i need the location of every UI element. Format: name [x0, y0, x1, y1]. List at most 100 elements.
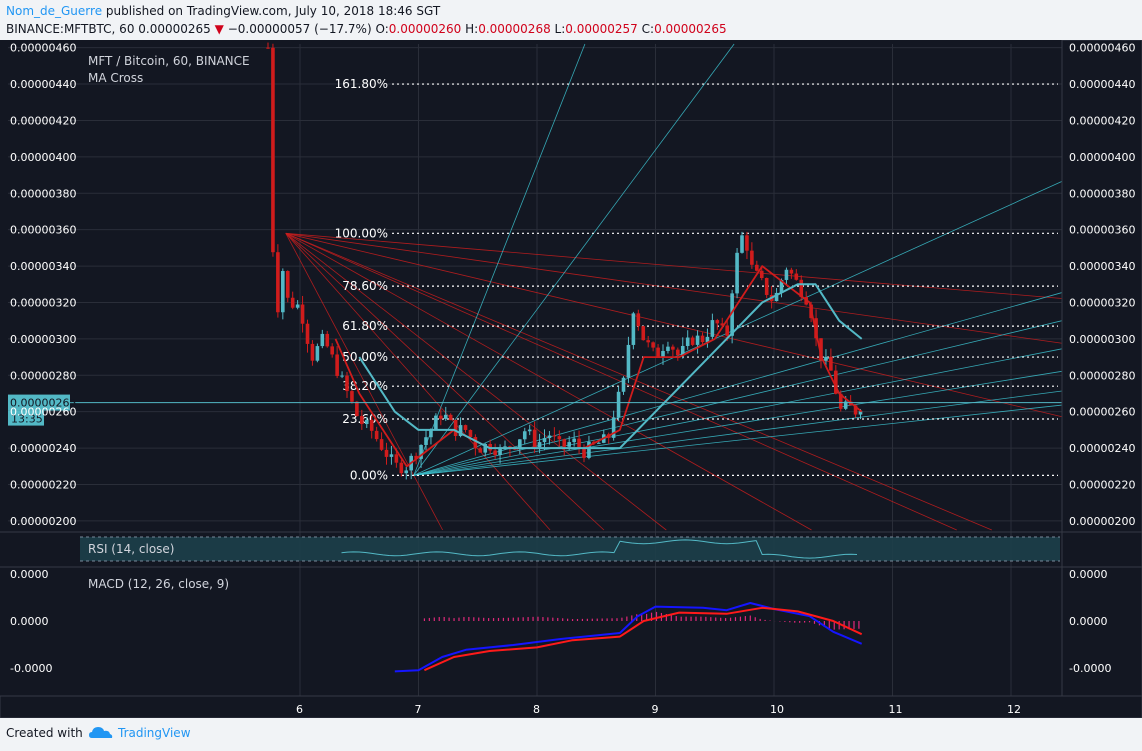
- y-tick-label-right: 0.00000400: [1069, 151, 1135, 164]
- candle-body: [774, 292, 779, 302]
- candle-body: [690, 337, 695, 345]
- candle-body: [641, 326, 646, 341]
- fib-retracement[interactable]: 0.00%23.60%38.20%50.00%61.80%78.60%100.0…: [335, 77, 1058, 482]
- candle-body: [611, 417, 616, 438]
- candle-body: [379, 439, 384, 450]
- candle-body: [843, 401, 848, 409]
- legend-title: MFT / Bitcoin, 60, BINANCE: [88, 54, 250, 68]
- candle-body: [310, 343, 315, 361]
- candle-body: [750, 250, 754, 265]
- legend-ma-cross: MA Cross: [88, 71, 143, 85]
- candle-body: [468, 429, 473, 438]
- candle-body: [532, 429, 537, 448]
- candle-body: [439, 415, 443, 419]
- candle-body: [636, 313, 641, 327]
- candle-body: [725, 325, 729, 336]
- fan-line-red: [285, 233, 551, 531]
- candle-body: [424, 437, 428, 446]
- chart-canvas[interactable]: 0.00%23.60%38.20%50.00%61.80%78.60%100.0…: [0, 40, 1142, 718]
- y-tick-label-left: 0.00000300: [10, 333, 76, 346]
- time-axis: [0, 695, 1142, 718]
- candle-body: [360, 416, 364, 425]
- candle-body: [695, 335, 700, 345]
- axes: 0.00000200 0.00000200 0.00000220 0.00000220…: [0, 40, 1142, 718]
- fan-line-cyan: [413, 370, 1063, 476]
- candle-body: [621, 377, 626, 392]
- candle-body: [478, 448, 483, 453]
- fan-line-cyan: [413, 390, 1063, 476]
- candle-body: [838, 393, 843, 409]
- candle-body: [473, 437, 478, 449]
- candle-body: [542, 438, 547, 443]
- candle-body: [666, 346, 670, 351]
- candle-body: [419, 445, 423, 459]
- left-margin: [0, 40, 8, 696]
- candle-body: [858, 411, 863, 415]
- candle-body: [389, 454, 394, 457]
- candle-body: [710, 320, 715, 337]
- rsi-line: [341, 539, 858, 559]
- candle-body: [740, 235, 744, 253]
- candle-body: [789, 269, 794, 274]
- y-tick-label-right: 0.00000420: [1069, 114, 1135, 127]
- publish-info: published on TradingView.com, July 10, 2…: [105, 4, 441, 18]
- y-tick-label-left: 0.00000360: [10, 224, 76, 237]
- y-tick-label-right: 0.00000280: [1069, 369, 1135, 382]
- x-tick-label: 6: [296, 703, 303, 716]
- y-tick-label-right: 0.00000340: [1069, 260, 1135, 273]
- created-with-label: Created with: [6, 726, 83, 740]
- fib-level-label: 61.80%: [342, 319, 388, 333]
- candle-body: [483, 443, 488, 453]
- candle-body: [369, 419, 374, 431]
- fan-line-cyan: [413, 43, 586, 476]
- candle-body: [463, 425, 468, 430]
- candle-body: [320, 333, 325, 347]
- candle-body: [567, 442, 571, 447]
- candle-body: [577, 438, 581, 448]
- fib-level-label: 78.60%: [342, 279, 388, 293]
- y-tick-label-left: 0.00000400: [10, 151, 76, 164]
- last-price-label-left: 0.00000265: [10, 397, 76, 410]
- author-link[interactable]: Nom_de_Guerre: [6, 4, 103, 18]
- candle-body: [522, 431, 527, 440]
- fib-level-label: 23.60%: [342, 412, 388, 426]
- candle-body: [364, 419, 369, 425]
- candle-body: [715, 320, 720, 324]
- candle-body: [562, 439, 567, 447]
- candle-body: [503, 446, 507, 448]
- candle-body: [764, 278, 769, 295]
- candle-body: [404, 470, 409, 474]
- y-tick-label-left: 0.00000240: [10, 442, 76, 455]
- tradingview-brand-link[interactable]: TradingView: [118, 726, 191, 740]
- rsi-band: [80, 537, 1060, 561]
- y-tick-label-right: 0.00000380: [1069, 187, 1135, 200]
- y-tick-label-right: 0.00000460: [1069, 42, 1135, 55]
- candle-body: [661, 350, 665, 358]
- x-tick-label: 10: [770, 703, 784, 716]
- candle-body: [834, 370, 838, 394]
- low-label: L:: [554, 22, 566, 36]
- fib-level-label: 50.00%: [342, 350, 388, 364]
- candle-body: [676, 349, 680, 356]
- macd-line: [394, 602, 863, 673]
- y-tick-label-right: 0.00000240: [1069, 442, 1135, 455]
- open-value: 0.00000260: [388, 22, 462, 36]
- last-price: 0.00000265: [138, 22, 211, 36]
- moving-averages: [334, 265, 863, 468]
- candle-body: [853, 405, 858, 415]
- fan-line-red: [285, 233, 443, 531]
- y-tick-label-left: 0.00000220: [10, 478, 76, 491]
- candle-body: [458, 425, 463, 436]
- high-value: 0.00000268: [478, 22, 551, 36]
- candle-body: [794, 273, 799, 280]
- tradingview-cloud-icon: [89, 727, 113, 738]
- candle-body: [295, 304, 300, 308]
- candle-body: [572, 438, 576, 443]
- candle-body: [631, 313, 636, 345]
- candle-body: [300, 304, 305, 324]
- last-price-badge-left: [8, 394, 70, 411]
- macd-tick-left: -0.0000: [10, 662, 52, 675]
- candle-body: [685, 337, 690, 346]
- candle-body: [335, 354, 339, 376]
- y-tick-label-right: 0.00000360: [1069, 224, 1135, 237]
